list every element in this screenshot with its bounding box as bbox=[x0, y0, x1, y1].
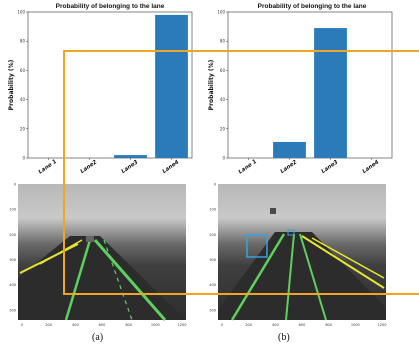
y-tick-label: 80 bbox=[220, 39, 226, 44]
lane-line-green bbox=[299, 233, 327, 321]
photo-y-tick-label: 0 bbox=[214, 183, 216, 187]
plot-frame bbox=[27, 11, 193, 159]
photo-x-tick-label: 0 bbox=[221, 323, 223, 327]
bar bbox=[273, 141, 306, 158]
x-tick-label: Lane3 bbox=[321, 159, 340, 175]
photo-axes-b: 0 100 200 300 400 500 0 200 400 600 800 1000 1200 bbox=[209, 183, 387, 328]
lane-line-green bbox=[103, 239, 133, 321]
caption-a: (a) bbox=[92, 332, 104, 343]
bar bbox=[114, 155, 147, 158]
x-tick-label: Lane 1 bbox=[38, 159, 58, 176]
photo-y-tick-label: 100 bbox=[209, 208, 216, 212]
y-tick-label: 0 bbox=[222, 156, 225, 161]
chart-title: Probability of belonging to the lane bbox=[257, 3, 367, 10]
photo-x-tick-label: 600 bbox=[99, 323, 106, 327]
caption-b: (b) bbox=[278, 332, 290, 343]
y-tick-label: 0 bbox=[22, 156, 25, 161]
y-tick-label: 20 bbox=[220, 126, 226, 131]
lane-line-green bbox=[64, 239, 92, 321]
x-tick-label: Lane3 bbox=[121, 159, 140, 175]
photo-x-tick-label: 800 bbox=[125, 323, 132, 327]
photo-y-tick-label: 300 bbox=[9, 258, 16, 262]
photo-x-tick-label: 800 bbox=[325, 323, 332, 327]
y-tick-label: 20 bbox=[20, 126, 26, 131]
annotation-rect-top bbox=[63, 50, 405, 52]
y-tick-label: 60 bbox=[220, 68, 226, 73]
y-tick-label: 100 bbox=[217, 10, 225, 15]
photo-x-tick-label: 0 bbox=[21, 323, 23, 327]
photo-y-tick-label: 200 bbox=[209, 233, 216, 237]
photo-x-tick-label: 1000 bbox=[351, 323, 360, 327]
lane-overlay bbox=[218, 208, 386, 321]
lane-overlay bbox=[18, 236, 186, 321]
y-tick-label: 40 bbox=[20, 97, 26, 102]
vehicle bbox=[86, 236, 94, 242]
lane-line-green bbox=[230, 233, 286, 321]
annotation-rect-right-top bbox=[405, 50, 419, 52]
photo-y-tick-label: 200 bbox=[9, 233, 16, 237]
lane-line-green bbox=[285, 233, 295, 321]
lane-line-green bbox=[93, 239, 167, 321]
photo-x-tick-label: 1000 bbox=[151, 323, 160, 327]
x-tick-label: Lane2 bbox=[80, 159, 99, 175]
annotation-rect-right-bottom bbox=[405, 293, 419, 295]
lane-line-yellow bbox=[301, 235, 385, 289]
y-tick-label: 100 bbox=[17, 10, 25, 15]
x-tick-label: Lane2 bbox=[280, 159, 299, 175]
road-photo-b: 0 100 200 300 400 500 0 200 400 600 800 1000 1200 bbox=[200, 178, 400, 333]
photo-x-tick-label: 400 bbox=[72, 323, 79, 327]
figure-panel-a: Probability of belonging to the lane 0 20… bbox=[0, 0, 200, 347]
bar bbox=[314, 28, 347, 159]
lane-line-yellow bbox=[39, 239, 83, 265]
x-tick-label: Lane 1 bbox=[238, 159, 258, 176]
x-tick-label: Lane4 bbox=[162, 159, 181, 175]
photo-y-tick-label: 500 bbox=[9, 308, 16, 312]
x-tick-label: Lane4 bbox=[362, 159, 381, 175]
y-axis-label: Probability (%) bbox=[208, 59, 215, 110]
bar-chart-a: 0 20 40 60 80 100 Probability (%) Lane 1 Lane2 La… bbox=[8, 10, 193, 176]
sign-gantry bbox=[270, 208, 276, 214]
plot-frame bbox=[227, 11, 393, 159]
chart-title: Probability of belonging to the lane bbox=[55, 3, 165, 10]
vehicle-bounding-box bbox=[287, 229, 295, 236]
photo-y-tick-label: 0 bbox=[14, 183, 16, 187]
annotation-rect-bottom bbox=[63, 293, 405, 295]
lane-line-yellow bbox=[311, 237, 385, 279]
photo-y-tick-label: 300 bbox=[209, 258, 216, 262]
photo-axes-a: 0 100 200 300 400 500 0 200 400 600 800 1000 1200 bbox=[9, 183, 187, 328]
vehicle-bounding-box bbox=[246, 234, 268, 258]
y-tick-label: 80 bbox=[20, 39, 26, 44]
figure-panel-b: Probability of belonging to the lane 0 20… bbox=[200, 0, 419, 347]
bar-chart-b: 0 20 40 60 80 100 Probability (%) Lane 1 Lane2 La… bbox=[208, 10, 393, 176]
photo-y-tick-label: 400 bbox=[209, 283, 216, 287]
photo-x-tick-label: 200 bbox=[45, 323, 52, 327]
photo-x-tick-label: 600 bbox=[299, 323, 306, 327]
y-tick-label: 60 bbox=[20, 68, 26, 73]
photo-x-tick-label: 1200 bbox=[178, 323, 187, 327]
photo-y-tick-label: 500 bbox=[209, 308, 216, 312]
photo-x-tick-label: 1200 bbox=[378, 323, 387, 327]
road-photo-a: 0 100 200 300 400 500 0 200 400 600 800 1000 1200 bbox=[0, 178, 200, 333]
y-axis-label: Probability (%) bbox=[8, 59, 15, 110]
bar bbox=[155, 14, 188, 159]
photo-y-tick-label: 400 bbox=[9, 283, 16, 287]
photo-x-tick-label: 200 bbox=[245, 323, 252, 327]
annotation-rect-left bbox=[63, 50, 65, 294]
photo-x-tick-label: 400 bbox=[272, 323, 279, 327]
photo-y-tick-label: 100 bbox=[9, 208, 16, 212]
y-tick-label: 40 bbox=[220, 97, 226, 102]
